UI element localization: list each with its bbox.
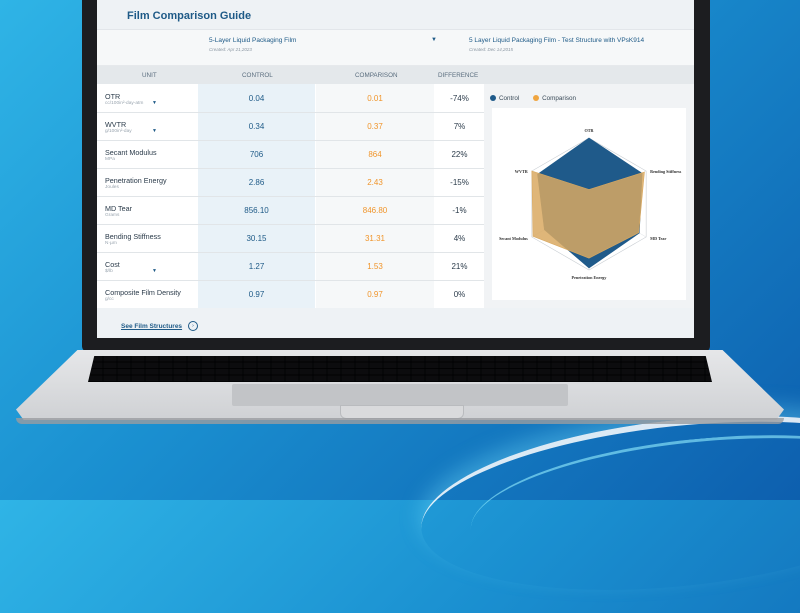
legend-comparison-label: Comparison [542, 95, 577, 102]
radar-axis-label: Secant Modulus [499, 236, 528, 241]
header-difference: DIFFERENCE [438, 72, 479, 79]
chart-panel: Control Comparison OTR Bending Stiffness M… [484, 84, 694, 309]
comparison-value: 31.31 [364, 234, 386, 243]
comparison-film-select[interactable]: 5 Layer Liquid Packaging Film - Test Str… [469, 37, 689, 52]
table-row: Bending Stiffness N·µm 30.15 31.31 4% [97, 224, 484, 253]
header-comparison: COMPARISON [355, 72, 398, 79]
control-value: 856.10 [244, 206, 269, 215]
radar-axis-label: Bending Stiffness [650, 169, 681, 174]
property-name: Secant Modulus [105, 148, 157, 157]
legend-comparison: Comparison [533, 95, 576, 102]
header-control: CONTROL [242, 72, 273, 79]
table-row: Penetration Energy Joules 2.86 2.43 -15% [97, 168, 484, 197]
laptop-base-edge [16, 418, 784, 424]
table-row: Cost $/lb ▼ 1.27 1.53 21% [97, 252, 484, 281]
control-value: 706 [249, 150, 264, 159]
radar-axis-label: WVTR [515, 169, 529, 174]
property-name: Bending Stiffness [105, 232, 161, 241]
property-name: OTR [105, 92, 121, 101]
property-unit: $/lb [105, 269, 113, 274]
property-name: Cost [105, 260, 120, 269]
title-bar: Film Comparison Guide [97, 0, 694, 30]
unit-dropdown-icon[interactable]: ▼ [152, 268, 157, 274]
table-row: OTR cc/100in²-day-atm ▼ 0.04 0.01 -74% [97, 84, 484, 113]
table-row: MD Tear Grams 856.10 846.80 -1% [97, 196, 484, 225]
control-film-name: 5-Layer Liquid Packaging Film [209, 37, 297, 44]
property-unit: g/cc [105, 297, 114, 302]
comparison-value: 846.80 [362, 206, 388, 215]
control-value: 30.15 [246, 234, 267, 243]
chart-legend: Control Comparison [490, 95, 588, 102]
property-unit: cc/100in²-day-atm [105, 101, 144, 106]
legend-control-dot [490, 95, 496, 101]
table-row: Secant Modulus MPa 706 864 22% [97, 140, 484, 169]
laptop-notch [340, 405, 464, 419]
control-value: 0.97 [248, 290, 265, 299]
property-unit: Grams [105, 213, 120, 218]
chevron-down-icon[interactable]: ▼ [431, 37, 437, 43]
legend-control-label: Control [499, 95, 520, 102]
difference-value: 0% [453, 290, 466, 299]
see-film-structures-link[interactable]: See Film Structures [121, 323, 183, 330]
control-value: 0.04 [248, 94, 265, 103]
comparison-value: 1.53 [367, 262, 383, 271]
control-film-date: Created: Apr 21,2023 [209, 47, 252, 52]
table-row: WVTR g/100in²-day ▼ 0.34 0.37 7% [97, 112, 484, 141]
property-name: Composite Film Density [105, 288, 181, 297]
radar-series-comparison [531, 170, 645, 259]
page-title: Film Comparison Guide [127, 10, 252, 22]
control-value: 2.86 [248, 178, 265, 187]
difference-value: -1% [452, 206, 467, 215]
difference-value: 21% [451, 262, 468, 271]
difference-value: 7% [453, 122, 466, 131]
control-value: 1.27 [248, 262, 265, 271]
control-value: 0.34 [248, 122, 265, 131]
comparison-table: OTR cc/100in²-day-atm ▼ 0.04 0.01 -74% WVTR g/1… [97, 84, 694, 309]
property-unit: MPa [105, 157, 115, 162]
comparison-value: 0.97 [367, 290, 383, 299]
footer-bar: See Film Structures › [97, 308, 694, 338]
radar-axis-label: OTR [584, 128, 594, 133]
control-film-select[interactable]: 5-Layer Liquid Packaging Film Created: A… [209, 37, 437, 52]
comparison-value: 0.37 [367, 122, 383, 131]
difference-value: 22% [451, 150, 468, 159]
trackpad [232, 384, 568, 406]
difference-value: -15% [450, 178, 469, 187]
property-unit: Joules [105, 185, 119, 190]
radar-axis-label: Penetration Energy [571, 275, 607, 280]
circle-arrow-icon[interactable]: › [188, 321, 198, 331]
comparison-film-date: Created: Dec 14,2015 [469, 47, 514, 52]
comparison-film-name: 5 Layer Liquid Packaging Film - Test Str… [469, 37, 645, 44]
comparison-value: 2.43 [367, 178, 383, 187]
keyboard [88, 356, 712, 382]
header-unit: UNIT [142, 72, 157, 79]
property-unit: g/100in²-day [105, 129, 132, 134]
difference-value: -74% [450, 94, 469, 103]
property-name: WVTR [105, 120, 127, 129]
legend-control: Control [490, 95, 519, 102]
property-name: MD Tear [105, 204, 133, 213]
unit-dropdown-icon[interactable]: ▼ [152, 128, 157, 134]
difference-value: 4% [453, 234, 466, 243]
table-row: Composite Film Density g/cc 0.97 0.97 0% [97, 280, 484, 309]
legend-comparison-dot [533, 95, 540, 101]
radar-chart-box: OTR Bending Stiffness MD Tear Penetration E… [492, 108, 686, 300]
property-name: Penetration Energy [105, 176, 167, 185]
film-selectors: 5-Layer Liquid Packaging Film Created: A… [97, 30, 694, 66]
table-header: UNIT CONTROL COMPARISON DIFFERENCE [97, 66, 694, 84]
comparison-value: 0.01 [367, 94, 383, 103]
unit-dropdown-icon[interactable]: ▼ [152, 100, 157, 106]
radar-chart: OTR Bending Stiffness MD Tear Penetration E… [499, 128, 682, 280]
radar-axis-label: MD Tear [650, 236, 666, 241]
laptop-screen: Film Comparison Guide 5-Layer Liquid Pac… [97, 0, 694, 338]
comparison-value: 864 [368, 150, 382, 159]
property-unit: N·µm [105, 241, 117, 246]
